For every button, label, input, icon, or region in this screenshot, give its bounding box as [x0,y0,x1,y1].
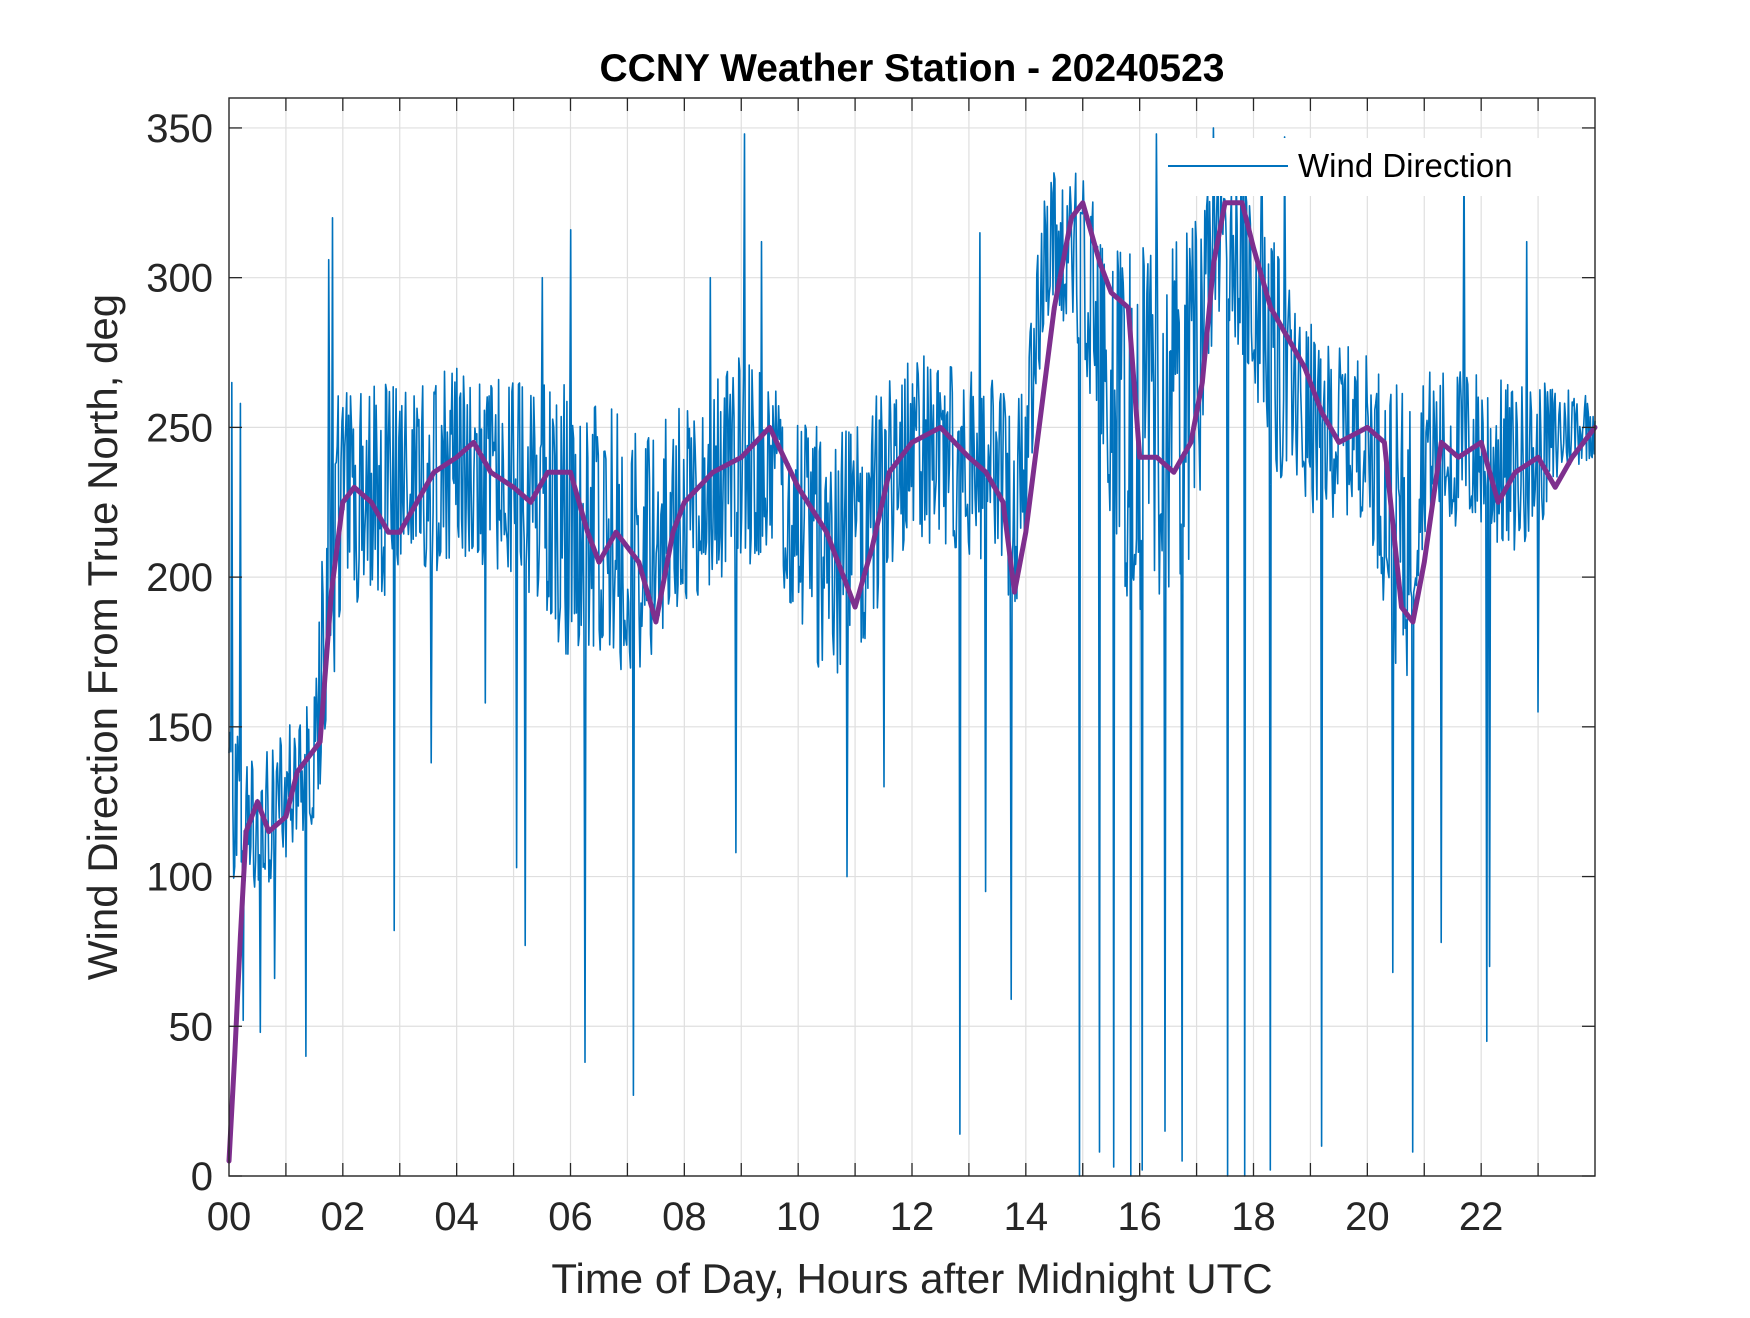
y-tick-label: 100 [146,856,213,900]
x-tick-label: 00 [207,1195,252,1239]
y-tick-label: 200 [146,556,213,600]
chart-title: CCNY Weather Station - 20240523 [600,47,1225,90]
x-tick-label: 20 [1345,1195,1390,1239]
x-tick-label: 02 [321,1195,366,1239]
y-axis-label: Wind Direction From True North, deg [79,294,126,980]
x-tick-label: 22 [1459,1195,1504,1239]
x-tick-label: 08 [662,1195,707,1239]
x-tick-label: 16 [1117,1195,1162,1239]
x-tick-label: 06 [548,1195,593,1239]
y-tick-label: 0 [191,1155,213,1199]
series-line-moving-average [226,200,1598,1164]
y-tick-label: 50 [169,1005,214,1049]
y-tick-label: 250 [146,406,213,450]
x-tick-label: 12 [890,1195,935,1239]
legend-label-wind-direction: Wind Direction [1298,147,1513,184]
x-tick-label: 18 [1231,1195,1276,1239]
x-axis-label: Time of Day, Hours after Midnight UTC [551,1255,1272,1302]
y-tick-label: 350 [146,107,213,151]
series-line-wind-direction [228,127,1596,1177]
x-tick-label: 14 [1004,1195,1049,1239]
series-layer [226,127,1598,1177]
y-tick-label: 150 [146,706,213,750]
x-tick-label: 04 [434,1195,479,1239]
legend: Wind Direction [1158,138,1553,196]
y-tick-label: 300 [146,257,213,301]
tick-layer: 00 02 04 06 08 10 12 14 16 18 20 22 0 50 100 150 200 250 3… [146,98,1595,1239]
x-tick-label: 10 [776,1195,821,1239]
